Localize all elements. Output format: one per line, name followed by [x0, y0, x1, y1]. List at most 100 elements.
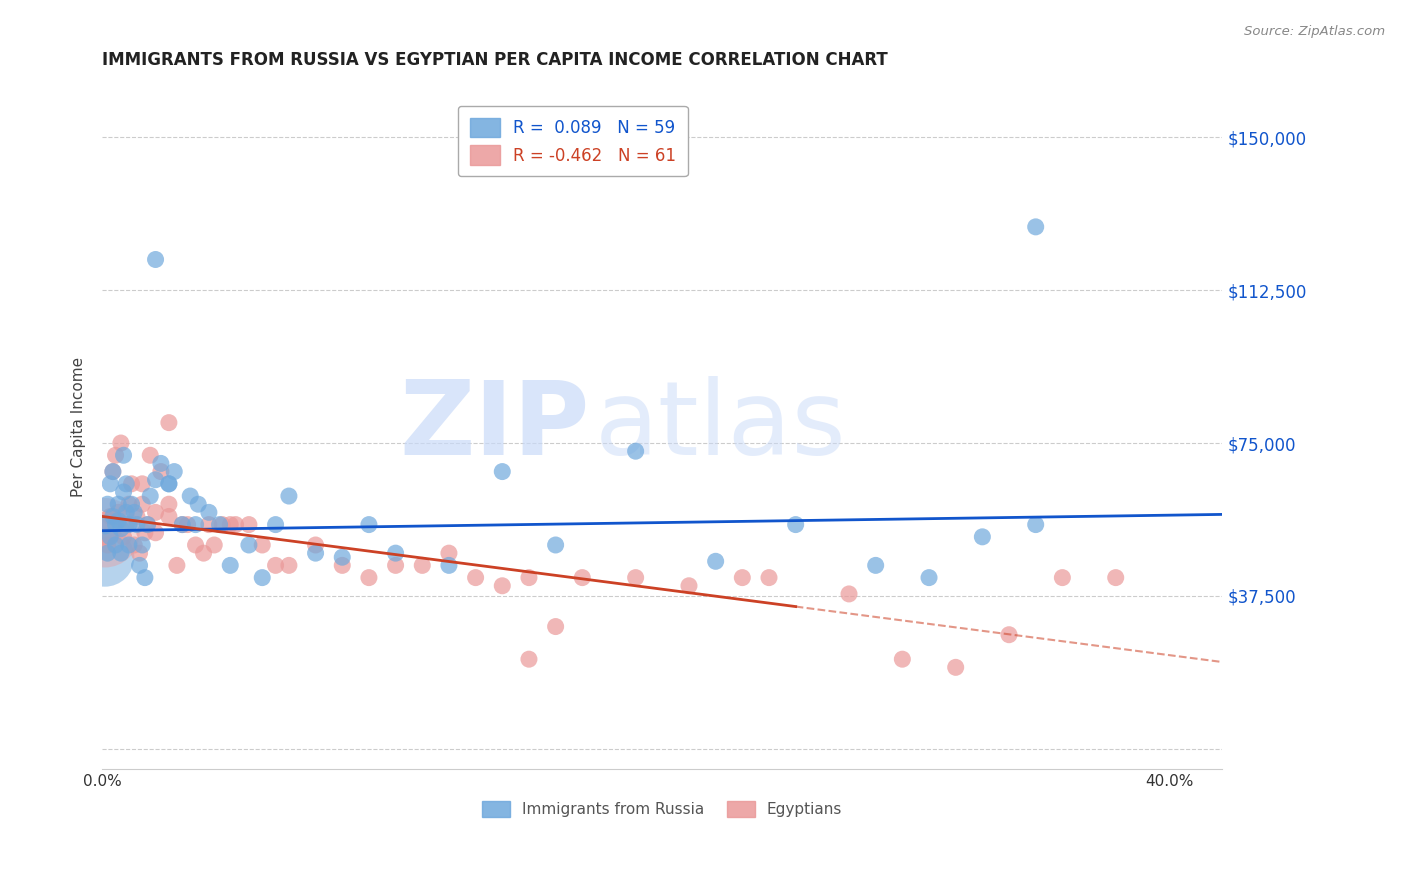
- Point: [198, 517, 221, 532]
- Point: [624, 444, 647, 458]
- Point: [172, 517, 194, 532]
- Point: [128, 546, 150, 560]
- Point: [384, 558, 406, 573]
- Point: [115, 517, 138, 532]
- Point: [139, 489, 162, 503]
- Point: [110, 436, 132, 450]
- Point: [157, 416, 180, 430]
- Point: [264, 558, 287, 573]
- Point: [219, 558, 242, 573]
- Point: [891, 652, 914, 666]
- Point: [179, 489, 201, 503]
- Text: atlas: atlas: [595, 376, 846, 477]
- Point: [517, 571, 540, 585]
- Point: [1105, 571, 1128, 585]
- Point: [437, 546, 460, 560]
- Point: [101, 509, 124, 524]
- Point: [118, 517, 141, 532]
- Point: [125, 509, 148, 524]
- Point: [94, 522, 117, 536]
- Point: [107, 514, 129, 528]
- Point: [238, 538, 260, 552]
- Point: [149, 457, 172, 471]
- Point: [98, 530, 121, 544]
- Point: [112, 485, 135, 500]
- Point: [134, 525, 156, 540]
- Point: [238, 517, 260, 532]
- Point: [1052, 571, 1074, 585]
- Point: [94, 550, 117, 565]
- Point: [384, 546, 406, 560]
- Point: [110, 522, 132, 536]
- Point: [115, 505, 138, 519]
- Point: [145, 505, 167, 519]
- Point: [145, 473, 167, 487]
- Point: [193, 546, 215, 560]
- Point: [998, 628, 1021, 642]
- Point: [136, 517, 159, 532]
- Point: [128, 558, 150, 573]
- Point: [198, 505, 221, 519]
- Point: [264, 517, 287, 532]
- Point: [163, 465, 186, 479]
- Point: [330, 558, 353, 573]
- Point: [122, 538, 145, 552]
- Point: [491, 465, 513, 479]
- Point: [112, 530, 135, 544]
- Point: [107, 497, 129, 511]
- Point: [211, 517, 233, 532]
- Point: [219, 517, 242, 532]
- Point: [122, 505, 145, 519]
- Point: [277, 558, 299, 573]
- Point: [157, 476, 180, 491]
- Point: [98, 509, 121, 524]
- Point: [115, 476, 138, 491]
- Point: [945, 660, 967, 674]
- Y-axis label: Per Capita Income: Per Capita Income: [72, 357, 86, 497]
- Point: [678, 579, 700, 593]
- Text: IMMIGRANTS FROM RUSSIA VS EGYPTIAN PER CAPITA INCOME CORRELATION CHART: IMMIGRANTS FROM RUSSIA VS EGYPTIAN PER C…: [103, 51, 889, 69]
- Point: [94, 525, 117, 540]
- Point: [96, 497, 118, 511]
- Point: [624, 571, 647, 585]
- Point: [865, 558, 887, 573]
- Point: [96, 546, 118, 560]
- Point: [918, 571, 941, 585]
- Point: [166, 558, 188, 573]
- Point: [94, 517, 117, 532]
- Text: Source: ZipAtlas.com: Source: ZipAtlas.com: [1244, 25, 1385, 38]
- Point: [112, 448, 135, 462]
- Point: [571, 571, 593, 585]
- Point: [225, 517, 247, 532]
- Point: [98, 476, 121, 491]
- Point: [252, 571, 274, 585]
- Point: [110, 546, 132, 560]
- Point: [357, 517, 380, 532]
- Point: [101, 465, 124, 479]
- Point: [330, 550, 353, 565]
- Point: [838, 587, 860, 601]
- Point: [411, 558, 433, 573]
- Point: [544, 538, 567, 552]
- Point: [172, 517, 194, 532]
- Point: [187, 497, 209, 511]
- Point: [704, 554, 727, 568]
- Point: [131, 538, 153, 552]
- Point: [517, 652, 540, 666]
- Point: [1025, 517, 1047, 532]
- Point: [464, 571, 486, 585]
- Text: ZIP: ZIP: [399, 376, 589, 477]
- Point: [139, 448, 162, 462]
- Point: [184, 538, 207, 552]
- Point: [157, 497, 180, 511]
- Point: [121, 497, 143, 511]
- Point: [357, 571, 380, 585]
- Point: [785, 517, 807, 532]
- Point: [544, 619, 567, 633]
- Point: [96, 538, 118, 552]
- Point: [131, 497, 153, 511]
- Point: [208, 517, 231, 532]
- Point: [145, 252, 167, 267]
- Point: [972, 530, 994, 544]
- Point: [491, 579, 513, 593]
